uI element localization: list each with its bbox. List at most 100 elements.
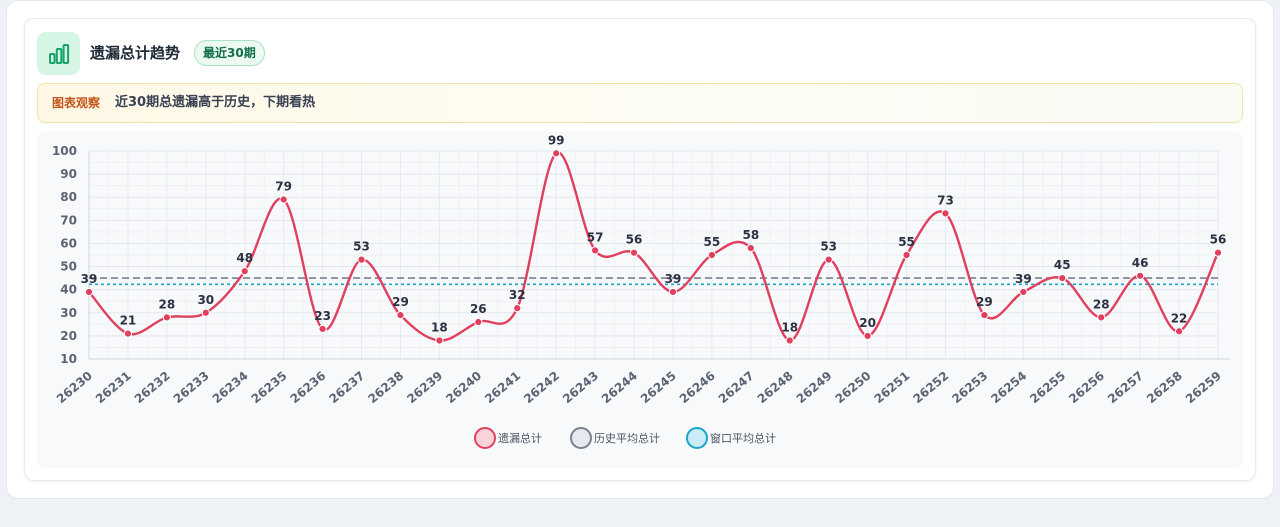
data-label: 56 [626, 233, 643, 247]
data-label: 23 [314, 309, 331, 323]
data-label: 28 [1093, 297, 1110, 311]
x-tick-label: 26235 [249, 369, 290, 407]
data-label: 32 [509, 288, 526, 302]
data-point [84, 287, 94, 297]
data-point [357, 255, 366, 264]
data-label: 48 [236, 251, 253, 265]
x-tick-label: 26241 [482, 369, 523, 407]
data-label: 53 [353, 240, 370, 254]
data-point [1213, 248, 1223, 257]
x-tick-label: 26253 [949, 369, 990, 407]
legend-label: 遗漏总计 [498, 431, 542, 445]
x-tick-label: 26240 [443, 369, 484, 407]
data-point [902, 250, 911, 260]
x-tick-label: 26242 [521, 369, 562, 407]
y-tick-label: 30 [60, 306, 77, 320]
x-tick-label: 26248 [755, 369, 796, 407]
y-tick-label: 20 [60, 329, 77, 343]
data-point [552, 149, 561, 158]
x-tick-label: 26247 [716, 369, 757, 407]
x-tick-label: 26250 [833, 369, 874, 407]
data-point [707, 250, 716, 260]
x-tick-label: 26237 [326, 369, 367, 407]
y-tick-label: 60 [60, 236, 77, 250]
data-point [1174, 327, 1184, 336]
data-point [513, 304, 522, 313]
y-tick-label: 90 [60, 167, 77, 181]
data-label: 45 [1054, 258, 1071, 272]
data-point [474, 317, 483, 327]
data-label: 39 [81, 272, 98, 286]
y-tick-label: 10 [60, 352, 77, 366]
period-badge: 最近30期 [194, 40, 265, 66]
data-label: 18 [781, 321, 798, 335]
x-tick-label: 26258 [1144, 369, 1185, 407]
x-tick-label: 26236 [288, 369, 329, 407]
data-point [240, 267, 249, 276]
x-tick-label: 26259 [1183, 369, 1224, 407]
legend-swatch [474, 427, 496, 449]
x-tick-label: 26254 [988, 369, 1029, 407]
line-chart: 1020304050607080901002623026231262322623… [52, 133, 1230, 449]
data-point [980, 310, 989, 320]
bar-chart-icon [37, 32, 80, 75]
y-tick-label: 50 [60, 260, 77, 274]
data-label: 58 [742, 228, 759, 242]
x-tick-label: 26246 [677, 369, 718, 407]
legend-item: 遗漏总计 [474, 427, 542, 449]
data-label: 29 [392, 295, 409, 309]
x-tick-label: 26257 [1105, 369, 1146, 407]
insight-banner: 图表观察 近30期总遗漏高于历史，下期看热 [37, 83, 1243, 123]
data-label: 57 [587, 230, 604, 244]
legend-item: 历史平均总计 [570, 427, 660, 449]
legend-label: 窗口平均总计 [710, 431, 776, 445]
data-point [201, 308, 210, 317]
legend-swatch [570, 427, 592, 449]
data-label: 30 [197, 293, 214, 307]
data-point [824, 255, 833, 264]
y-tick-label: 40 [60, 283, 77, 297]
data-point [785, 336, 794, 345]
x-tick-label: 26239 [404, 369, 445, 407]
legend-item: 窗口平均总计 [686, 427, 776, 449]
data-point [1136, 271, 1145, 280]
data-label: 29 [976, 295, 993, 309]
data-label: 18 [431, 321, 448, 335]
data-point [668, 287, 678, 297]
x-tick-label: 26245 [638, 369, 679, 407]
data-label: 55 [898, 235, 915, 249]
data-point [162, 313, 171, 322]
x-tick-label: 26238 [365, 369, 406, 407]
x-tick-label: 26230 [54, 369, 95, 407]
data-point [591, 246, 600, 255]
x-tick-label: 26249 [794, 369, 835, 407]
data-label: 39 [1015, 272, 1032, 286]
data-point [1058, 274, 1067, 283]
data-label: 39 [665, 272, 682, 286]
data-label: 79 [275, 180, 292, 194]
data-label: 56 [1210, 233, 1227, 247]
y-tick-label: 80 [60, 190, 77, 204]
data-point [279, 195, 288, 204]
data-label: 20 [859, 316, 876, 330]
data-label: 99 [548, 133, 565, 147]
data-point [123, 329, 133, 338]
x-tick-label: 26232 [132, 369, 173, 407]
data-label: 53 [820, 240, 837, 254]
data-point [396, 310, 405, 320]
insight-tag: 图表观察 [52, 96, 101, 110]
x-tick-label: 26233 [171, 369, 212, 407]
data-label: 28 [159, 297, 176, 311]
chart-title: 遗漏总计趋势 [90, 44, 181, 62]
x-tick-label: 26256 [1066, 369, 1107, 407]
data-point [629, 248, 639, 257]
data-point [941, 209, 950, 218]
legend-swatch [686, 427, 708, 449]
data-label: 21 [120, 314, 137, 328]
x-tick-label: 26234 [210, 369, 251, 407]
data-label: 22 [1171, 311, 1188, 325]
x-tick-label: 26244 [599, 369, 640, 407]
data-point [318, 324, 327, 334]
insight-text: 近30期总遗漏高于历史，下期看热 [115, 95, 316, 110]
chart-panel: 10 20 30 40 50 60 70 80 90 100 26230 26231 26232 2623… [37, 131, 1243, 468]
